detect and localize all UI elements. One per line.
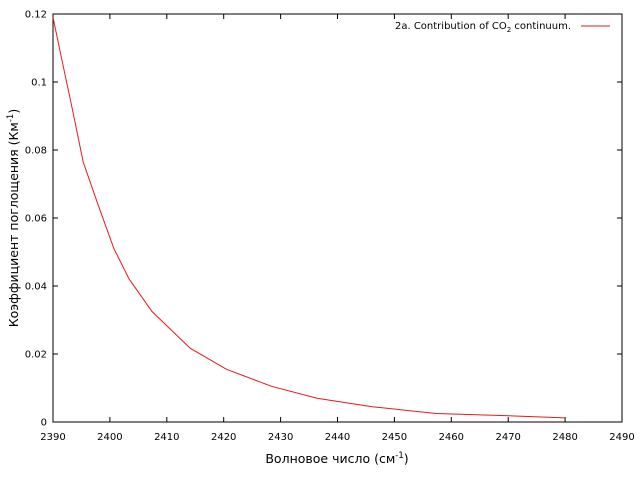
ticks bbox=[52, 13, 623, 423]
x-tick-label: 2430 bbox=[268, 432, 293, 443]
y-tick-label: 0.02 bbox=[25, 350, 47, 361]
x-tick-label: 2490 bbox=[609, 432, 634, 443]
y-tick-label: 0 bbox=[41, 418, 47, 429]
series-layer bbox=[52, 17, 566, 419]
legend: 2a. Contribution of CO2 continuum. bbox=[395, 21, 610, 34]
x-tick-label: 2470 bbox=[495, 432, 520, 443]
y-tick-label: 0.1 bbox=[31, 78, 47, 89]
y-tick-label: 0.06 bbox=[25, 214, 47, 225]
x-tick-label: 2450 bbox=[382, 432, 407, 443]
x-tick-label: 2400 bbox=[97, 432, 122, 443]
x-axis-title: Волновое число (см-1) bbox=[265, 451, 408, 466]
plot-frame bbox=[52, 13, 623, 423]
tick-labels: 2390 2400 2410 2420 2430 2440 2450 2460 2470 2480… bbox=[25, 10, 635, 444]
x-tick-label: 2480 bbox=[552, 432, 577, 443]
y-tick-label: 0.08 bbox=[25, 146, 47, 157]
x-tick-label: 2460 bbox=[439, 432, 464, 443]
legend-label: 2a. Contribution of CO2 continuum. bbox=[395, 21, 571, 34]
series-line bbox=[52, 17, 566, 419]
x-tick-label: 2440 bbox=[325, 432, 350, 443]
x-tick-label: 2390 bbox=[40, 432, 65, 443]
y-tick-label: 0.12 bbox=[25, 10, 47, 21]
legend-subscript: 2 bbox=[507, 26, 511, 34]
y-axis-title: Коэффициент поглощения (Км-1) bbox=[6, 109, 21, 327]
y-tick-label: 0.04 bbox=[25, 282, 47, 293]
x-tick-label: 2410 bbox=[154, 432, 179, 443]
x-tick-label: 2420 bbox=[211, 432, 236, 443]
